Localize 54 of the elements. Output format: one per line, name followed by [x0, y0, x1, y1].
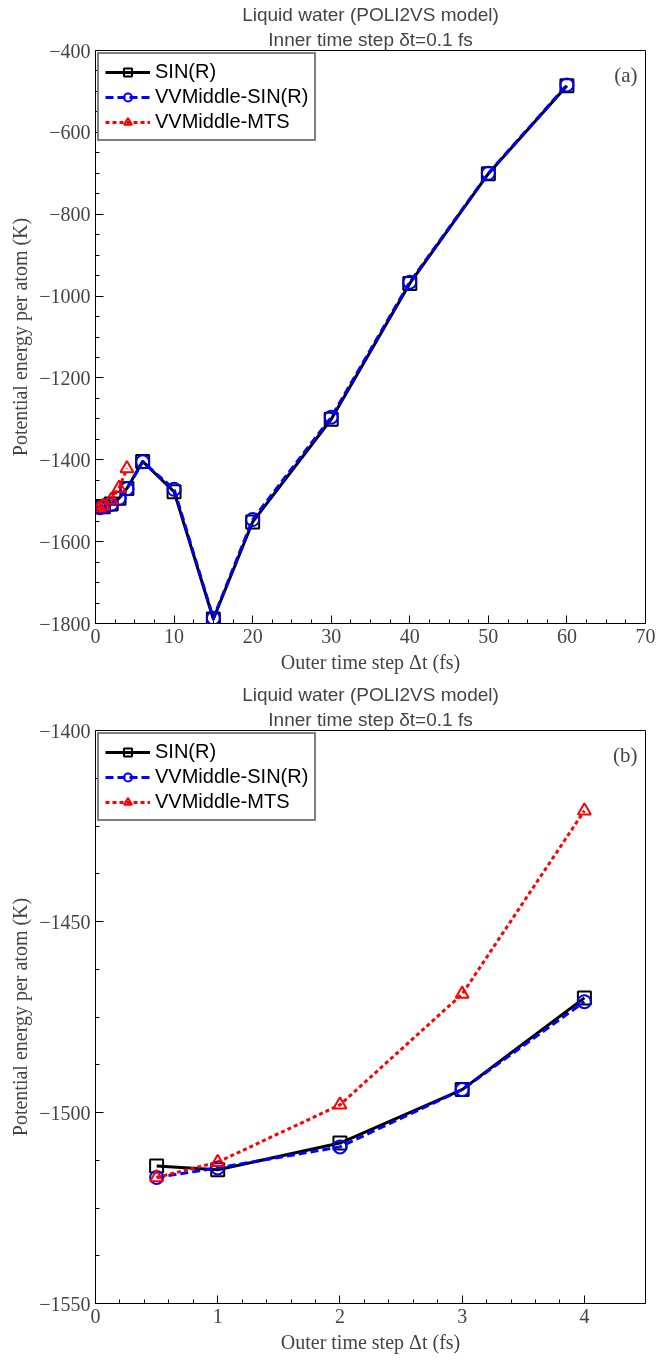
legend-label: VVMiddle-SIN(R) [155, 765, 309, 788]
y-tick-label: −1500 [39, 1101, 91, 1124]
chart-title: Liquid water (POLI2VS model) [242, 683, 499, 705]
point [149, 1158, 165, 1174]
x-tick-label: 70 [635, 624, 656, 647]
point [119, 459, 135, 474]
point [332, 1135, 348, 1151]
y-tick-label: −1400 [39, 719, 91, 742]
y-tick-label: −1800 [39, 612, 91, 635]
x-tick-label: 0 [90, 624, 101, 647]
y-tick-label: −1600 [39, 530, 91, 553]
x-axis-title: Outer time step Δt (fs) [280, 650, 461, 674]
y-tick-label: −400 [49, 39, 91, 62]
x-tick-label: 1 [212, 1304, 223, 1327]
annotation: (a) [614, 62, 638, 87]
y-tick-label: −1450 [39, 910, 91, 933]
x-tick-label: 40 [399, 624, 420, 647]
x-tick-label: 3 [457, 1304, 468, 1327]
legend-label: SIN(R) [155, 740, 217, 763]
legend-label: VVMiddle-MTS [155, 110, 290, 133]
point [454, 985, 470, 999]
y-tick-label: −600 [49, 121, 91, 144]
point [210, 1153, 226, 1167]
x-tick-label: 60 [556, 624, 577, 647]
x-tick-label: 30 [321, 624, 342, 647]
annotation: (b) [613, 742, 638, 767]
point [576, 994, 592, 1010]
y-axis-title: Potential energy per atom (K) [9, 217, 33, 457]
y-tick-label: −1000 [39, 285, 91, 308]
chart-subtitle: Inner time step δt=0.1 fs [268, 708, 473, 730]
point [576, 990, 592, 1006]
y-tick-label: −1550 [39, 1292, 91, 1315]
point [332, 1096, 348, 1110]
x-axis-title: Outer time step Δt (fs) [280, 1330, 461, 1354]
chart-subtitle: Inner time step δt=0.1 fs [268, 28, 473, 50]
x-tick-label: 20 [242, 624, 263, 647]
x-tick-label: 50 [478, 624, 499, 647]
point [103, 491, 119, 505]
y-tick-label: −1400 [39, 448, 91, 471]
y-tick-label: −1200 [39, 366, 91, 389]
x-tick-label: 10 [164, 624, 185, 647]
y-axis-title: Potential energy per atom (K) [9, 897, 33, 1137]
legend-label: SIN(R) [155, 60, 217, 83]
legend-label: VVMiddle-SIN(R) [155, 85, 309, 108]
legend-label: VVMiddle-MTS [155, 790, 290, 813]
point [576, 802, 592, 816]
x-tick-label: 2 [334, 1304, 345, 1327]
x-tick-label: 0 [90, 1304, 101, 1327]
point [111, 479, 127, 493]
chart-title: Liquid water (POLI2VS model) [242, 3, 499, 25]
point [332, 1139, 348, 1155]
y-tick-label: −800 [49, 203, 91, 226]
x-tick-label: 4 [579, 1304, 590, 1327]
point [95, 497, 111, 511]
